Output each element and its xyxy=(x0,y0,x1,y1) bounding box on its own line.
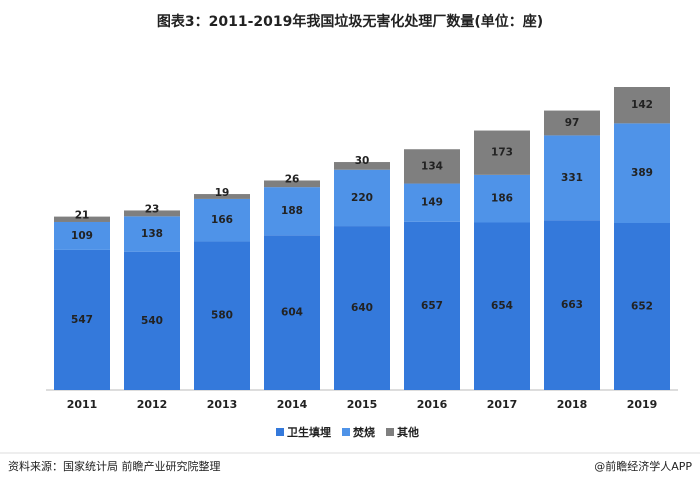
bar-segment xyxy=(404,149,460,184)
chart-title: 图表3：2011-2019年我国垃圾无害化处理厂数量(单位：座) xyxy=(157,13,543,30)
x-tick-label: 2015 xyxy=(347,398,378,411)
data-label: 138 xyxy=(141,228,163,240)
data-label: 389 xyxy=(631,167,653,179)
legend-swatch xyxy=(276,428,284,436)
x-tick-label: 2014 xyxy=(277,398,308,411)
bar-segment xyxy=(334,226,390,390)
source: 资料来源：国家统计局 前瞻产业研究院整理 xyxy=(8,459,221,473)
bar-segment xyxy=(194,194,250,199)
bar-segment xyxy=(194,241,250,390)
data-label: 23 xyxy=(145,203,160,215)
data-label: 547 xyxy=(71,314,93,326)
bar-segment xyxy=(474,222,530,390)
data-label: 97 xyxy=(565,117,580,129)
data-label: 652 xyxy=(631,301,653,313)
x-tick-label: 2013 xyxy=(207,398,238,411)
data-label: 134 xyxy=(421,160,443,172)
data-label: 540 xyxy=(141,315,163,327)
bar-segment xyxy=(264,187,320,236)
bar-segment xyxy=(54,221,110,250)
bar-segment xyxy=(474,130,530,175)
x-tick-label: 2017 xyxy=(487,398,518,411)
bar-segment xyxy=(614,87,670,124)
bar-segment xyxy=(54,249,110,390)
data-label: 166 xyxy=(211,214,233,226)
legend-label: 焚烧 xyxy=(352,425,375,439)
legend-swatch xyxy=(342,428,350,436)
credit: @前瞻经济学人APP xyxy=(594,459,692,473)
bar-segment xyxy=(544,135,600,221)
data-label: 604 xyxy=(281,307,303,319)
bar-segment xyxy=(124,251,180,390)
legend-swatch xyxy=(386,428,394,436)
data-label: 640 xyxy=(351,302,373,314)
bar-segment xyxy=(614,123,670,224)
data-label: 663 xyxy=(561,299,583,311)
x-tick-label: 2016 xyxy=(417,398,448,411)
x-tick-label: 2019 xyxy=(627,398,658,411)
data-label: 30 xyxy=(355,155,370,167)
bar-segment xyxy=(124,210,180,217)
bar-segment xyxy=(334,162,390,170)
bar-segment xyxy=(334,169,390,227)
bar-segment xyxy=(264,235,320,390)
data-label: 188 xyxy=(281,205,303,217)
bar-segment xyxy=(544,110,600,136)
bar-segment xyxy=(474,174,530,223)
bar-segment xyxy=(614,223,670,390)
data-label: 149 xyxy=(421,197,443,209)
bar-segment xyxy=(264,180,320,188)
data-label: 220 xyxy=(351,192,373,204)
data-label: 109 xyxy=(71,230,93,242)
bar-segment xyxy=(54,216,110,222)
legend-label: 卫生填埋 xyxy=(287,425,331,439)
data-label: 173 xyxy=(491,147,513,159)
data-label: 21 xyxy=(75,210,90,222)
data-label: 654 xyxy=(491,300,513,312)
bar-segment xyxy=(404,183,460,222)
data-label: 580 xyxy=(211,310,233,322)
bar-segment xyxy=(124,216,180,252)
data-label: 19 xyxy=(215,187,230,199)
data-label: 331 xyxy=(561,172,583,184)
x-tick-label: 2011 xyxy=(67,398,98,411)
data-label: 26 xyxy=(285,173,300,185)
bar-segment xyxy=(194,198,250,242)
bar-segment xyxy=(404,221,460,390)
bar-segment xyxy=(544,220,600,390)
legend-label: 其他 xyxy=(397,425,419,439)
x-tick-label: 2018 xyxy=(557,398,588,411)
data-label: 142 xyxy=(631,99,653,111)
data-label: 186 xyxy=(491,193,513,205)
x-tick-label: 2012 xyxy=(137,398,168,411)
data-label: 657 xyxy=(421,300,443,312)
